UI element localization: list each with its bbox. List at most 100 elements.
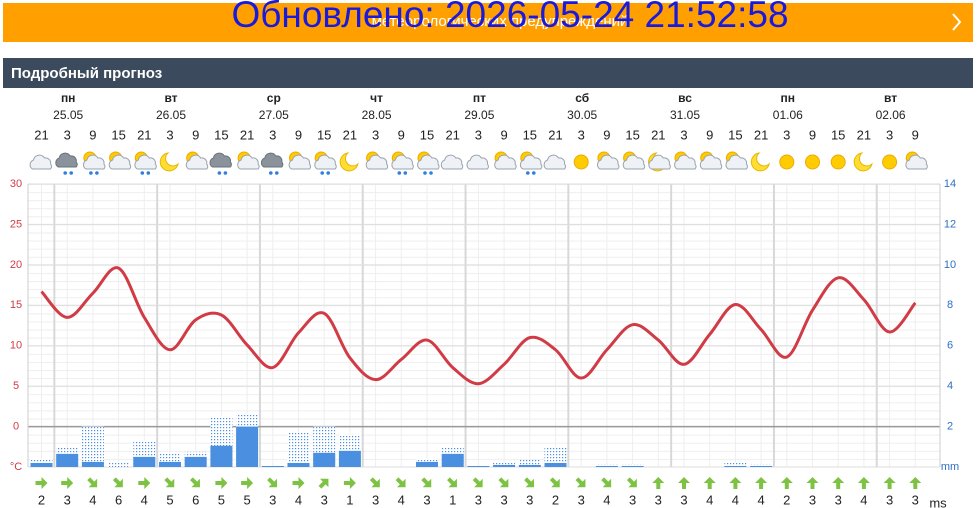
wind-speed: 5 [243, 492, 250, 507]
day-date: 29.05 [464, 108, 494, 122]
wind-arrow [626, 477, 637, 488]
day-name: пт [473, 91, 486, 105]
y2-tick-label: 2 [947, 420, 953, 432]
precip-bar [133, 456, 156, 467]
precip-bar [184, 456, 207, 467]
wind-arrow [190, 477, 200, 488]
wind-arrow [138, 477, 151, 489]
wind-speed: 3 [835, 492, 842, 507]
cloud [905, 154, 928, 170]
precip-range-bar [81, 426, 104, 467]
hour-label: 21 [857, 127, 871, 142]
day-name: пн [61, 91, 76, 105]
drop [223, 171, 228, 175]
y2-tick-label: 4 [947, 380, 953, 392]
wind-arrow [652, 476, 665, 489]
hour-label: 3 [475, 127, 482, 142]
wind-arrow [369, 477, 380, 488]
chevron[interactable] [952, 13, 962, 31]
cloud [519, 154, 543, 170]
cloud [185, 154, 209, 170]
sun [805, 154, 820, 170]
drop [95, 171, 99, 175]
wind-arrow [241, 477, 254, 489]
hour-label: 21 [343, 127, 357, 142]
y-tick-label: 15 [10, 299, 22, 311]
precip-bar [159, 461, 181, 467]
wind-arrow [267, 477, 278, 488]
cloud [260, 152, 284, 168]
precip-bar [236, 426, 259, 467]
weather-icon [185, 151, 209, 170]
precip-bar [287, 462, 310, 467]
hour-label: 3 [783, 127, 790, 142]
weather-icon [519, 151, 543, 175]
wind-arrow [703, 477, 716, 490]
cloud [622, 154, 646, 170]
section-header [3, 58, 973, 88]
drop [532, 171, 536, 175]
sun [573, 154, 589, 170]
hour-label: 15 [831, 127, 845, 142]
hour-label: 21 [240, 127, 254, 142]
cloud [648, 154, 671, 170]
hour-label: 9 [89, 127, 96, 142]
precip-bar [313, 452, 336, 467]
wind-speed: 6 [115, 492, 122, 507]
day-date: 30.05 [567, 108, 597, 122]
wind-speed: 3 [578, 492, 585, 507]
precip-range-bar [595, 463, 618, 467]
precip-bar [56, 453, 79, 467]
wind-speed: 4 [706, 492, 713, 507]
precip-range-bar [621, 463, 644, 467]
hour-label: 9 [500, 127, 507, 142]
precip-bar [621, 465, 644, 467]
wind-speed: 2 [783, 492, 790, 507]
wind-speed: 3 [886, 492, 893, 507]
day-date: 31.05 [670, 108, 700, 122]
wind-speed: 3 [269, 492, 276, 507]
weather-icon [288, 151, 312, 170]
hour-label: 15 [111, 127, 125, 142]
weather-icon [494, 151, 517, 170]
moon [339, 152, 359, 172]
cloud [597, 154, 620, 170]
warning-text: метеорологических предупреждений [372, 13, 629, 30]
hour-label: 15 [728, 127, 742, 142]
drop [403, 171, 408, 175]
weather-icon [209, 152, 232, 175]
hour-label: 9 [192, 127, 199, 142]
drop [69, 171, 73, 175]
wind-arrow [112, 477, 123, 488]
weather-icon [260, 152, 284, 175]
cloud [83, 154, 106, 170]
wind-speed: 4 [141, 492, 148, 507]
wind-speed: 3 [372, 492, 379, 507]
cloud [391, 154, 414, 170]
updated-text: Обновлено: 2026-05-24 21:52:58 [231, 0, 788, 35]
y2-tick-label: mm [941, 461, 959, 473]
sun [779, 154, 795, 170]
weather-icon [779, 154, 795, 170]
y-tick-label: °C [10, 461, 22, 473]
weather-icon [159, 152, 179, 172]
wind-arrow [215, 477, 228, 489]
day-name: ср [267, 91, 281, 105]
drop [140, 171, 145, 175]
precip-range-bar [544, 446, 567, 467]
wind-arrow [806, 477, 819, 489]
wind-speed: 2 [552, 492, 559, 507]
hour-label: 21 [651, 127, 665, 142]
y-tick-label: 10 [10, 340, 22, 352]
y-tick-label: 0 [13, 420, 19, 432]
precip-bar [210, 445, 233, 467]
y2-tick-label: 12 [944, 218, 956, 230]
precip-range-bar [750, 463, 773, 467]
precip-bar [724, 465, 747, 467]
weather-icon [699, 151, 723, 170]
hour-label: 15 [317, 127, 331, 142]
precip-bar [595, 465, 618, 467]
precip-bar [416, 461, 438, 467]
banner[interactable] [3, 3, 973, 42]
